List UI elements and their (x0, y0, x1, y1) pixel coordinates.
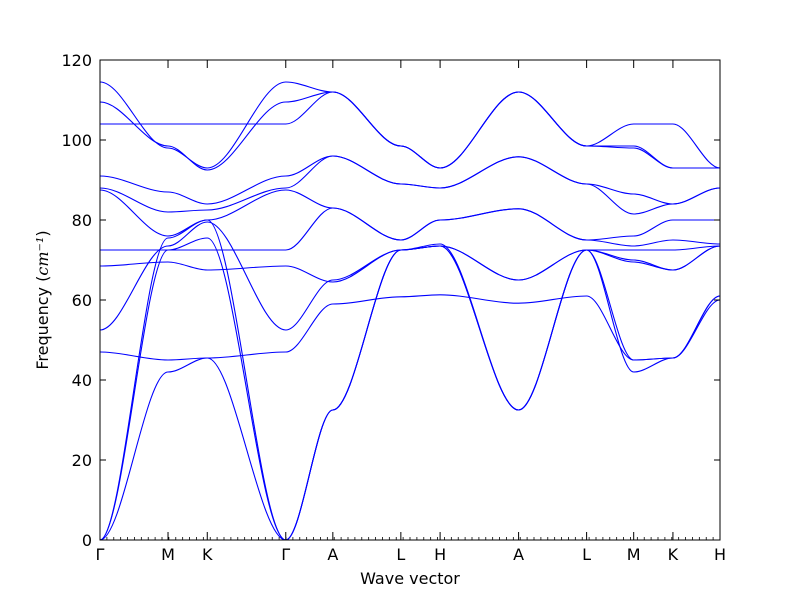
y-tick-label: 80 (72, 211, 92, 230)
y-tick-label: 60 (72, 291, 92, 310)
y-tick-label: 120 (61, 51, 92, 70)
x-tick-label: L (396, 545, 405, 564)
x-tick-label: H (434, 545, 446, 564)
y-axis-ticks: 0 20 40 60 80 100 120 (61, 51, 720, 550)
band-line-10 (99, 155, 721, 205)
band-line-2 (99, 237, 721, 541)
band-line-5 (99, 221, 721, 331)
y-axis-label-unit: ( (33, 276, 52, 282)
x-tick-label: A (513, 545, 524, 564)
band-lines (99, 81, 721, 541)
x-axis-label: Wave vector (360, 569, 460, 588)
x-tick-label: M (627, 545, 641, 564)
y-tick-label: 100 (61, 131, 92, 150)
band-line-6 (99, 245, 721, 283)
band-line-4 (99, 294, 721, 361)
band-line-11 (100, 91, 721, 169)
x-tick-label: A (327, 545, 338, 564)
band-line-13 (99, 81, 720, 169)
x-tick-label: K (668, 545, 679, 564)
y-axis-unit: cm⁻¹ (33, 237, 52, 276)
x-tick-label: Γ (96, 545, 105, 564)
plot-frame (99, 59, 721, 541)
x-tick-label: L (582, 545, 591, 564)
y-tick-label: 20 (72, 451, 92, 470)
x-tick-label: H (714, 545, 726, 564)
x-tick-label: K (202, 545, 213, 564)
y-tick-label: 0 (82, 531, 92, 550)
band-line-12 (99, 91, 720, 171)
y-tick-label: 40 (72, 371, 92, 390)
x-tick-label: M (161, 545, 175, 564)
y-axis-label: Frequency (cm⁻¹) (33, 230, 52, 369)
band-line-8 (99, 189, 720, 241)
y-axis-label-text: Frequency (33, 287, 52, 370)
x-tick-label: Γ (281, 545, 290, 564)
band-line-1 (99, 245, 721, 541)
